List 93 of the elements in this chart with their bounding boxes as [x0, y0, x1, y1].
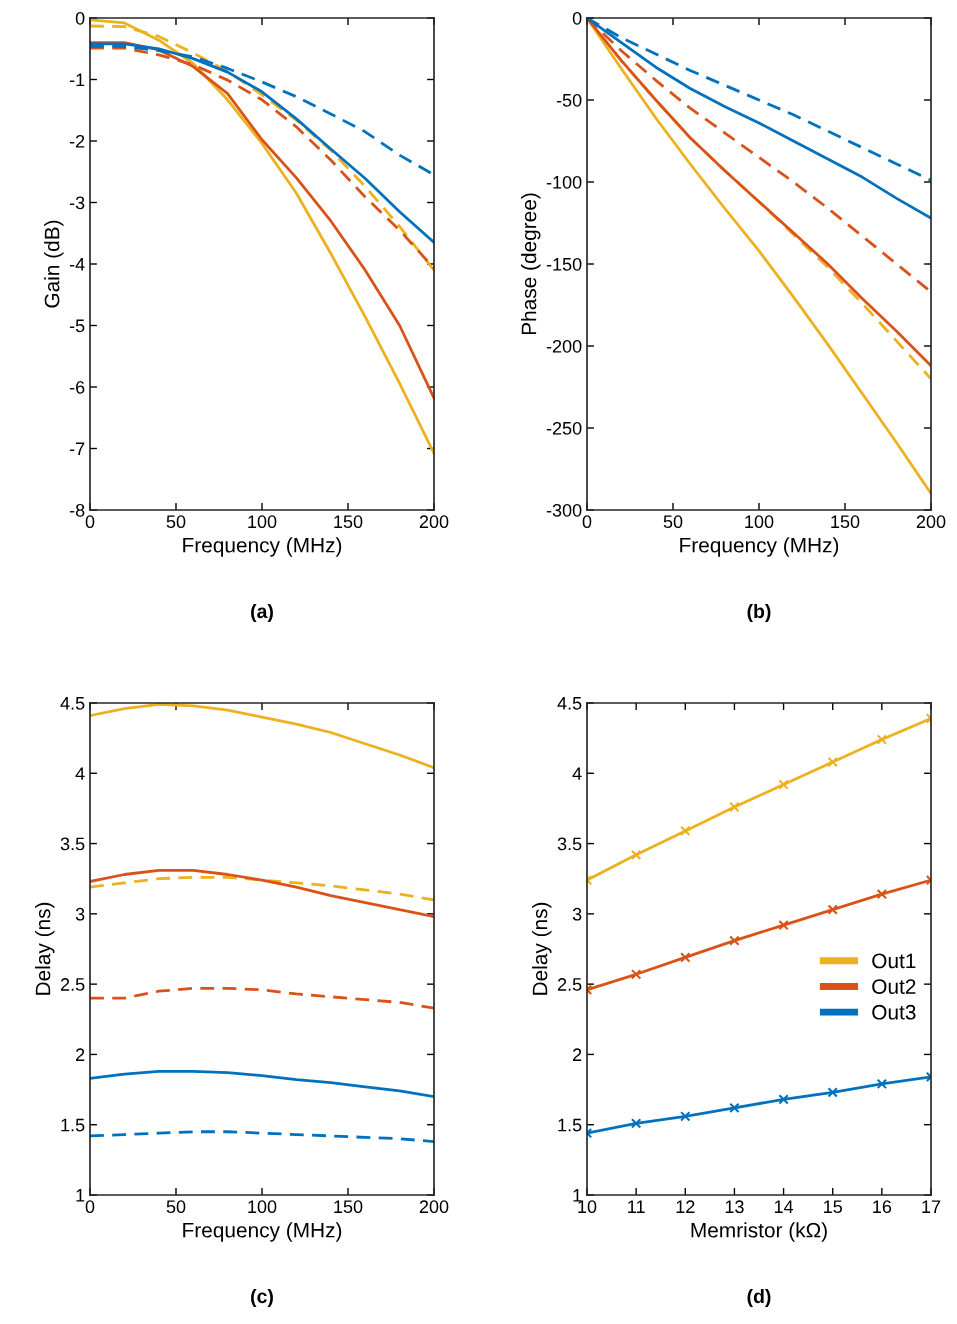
- y-tick-label: 0: [572, 11, 582, 25]
- legend-label: Out1: [872, 953, 916, 969]
- y-axis-title: Phase (degree): [521, 193, 541, 335]
- point: [778, 1094, 789, 1105]
- point: [630, 1118, 642, 1129]
- x-tick-label: 0: [582, 515, 592, 529]
- x-tick-label: 15: [824, 1200, 842, 1214]
- y-tick-label: 3: [75, 907, 85, 921]
- y-tick-label: 2.5: [557, 978, 582, 991]
- y-tick-label: -4: [69, 258, 85, 271]
- y-tick-label: 4.5: [557, 697, 582, 710]
- x-tick-label: 0: [85, 1200, 95, 1214]
- x-tick-label: 16: [873, 1200, 892, 1214]
- x-tick-label: 50: [166, 515, 186, 529]
- y-tick-label: -1: [69, 73, 85, 87]
- y-tick-label: -250: [546, 421, 582, 435]
- x-tick-label: 14: [774, 1200, 794, 1213]
- y-tick-label: -5: [69, 319, 85, 333]
- y-tick-label: -8: [69, 503, 85, 517]
- x-tick-label: 100: [745, 515, 774, 529]
- y-tick-label: -300: [546, 503, 582, 517]
- y-tick-label: 1.5: [61, 1118, 85, 1132]
- y-axis-title: Delay (ns): [532, 902, 552, 995]
- point: [778, 919, 789, 931]
- y-tick-label: 3.5: [60, 837, 85, 851]
- line-series: [90, 875, 434, 902]
- line-series: [90, 1069, 434, 1098]
- point: [729, 801, 740, 813]
- line-series: [90, 1130, 434, 1143]
- point: [729, 1102, 740, 1114]
- y-tick-label: 1.5: [558, 1118, 582, 1132]
- point: [630, 849, 642, 861]
- point: [827, 1087, 838, 1098]
- y-tick-label: 2.5: [60, 978, 85, 991]
- y-tick-label: -150: [546, 257, 582, 271]
- x-tick-label: 100: [248, 1200, 277, 1214]
- point: [778, 779, 789, 790]
- x-axis-title: Memristor (kΩ): [691, 1222, 827, 1242]
- x-axis-title: Frequency (MHz): [183, 1222, 342, 1242]
- x-tick-label: 150: [334, 1200, 363, 1214]
- point: [827, 904, 838, 915]
- point: [876, 1078, 888, 1090]
- y-tick-label: -7: [69, 442, 85, 456]
- point: [827, 756, 838, 768]
- y-tick-label: 0: [75, 11, 85, 25]
- y-tick-label: 3.5: [557, 837, 582, 851]
- x-tick-label: 200: [419, 1200, 449, 1214]
- point: [680, 952, 691, 963]
- text: (b): [747, 603, 771, 623]
- x-tick-label: 200: [916, 515, 946, 529]
- text: (a): [251, 603, 273, 623]
- x-tick-label: 150: [334, 515, 363, 529]
- point: [680, 1111, 691, 1122]
- y-tick-label: 4: [75, 767, 85, 780]
- y-tick-label: -200: [546, 339, 582, 353]
- point: [630, 969, 642, 980]
- x-tick-label: 50: [166, 1200, 186, 1214]
- legend-label: Out2: [872, 979, 916, 994]
- y-tick-label: 2: [76, 1048, 85, 1061]
- y-tick-label: -6: [69, 380, 85, 394]
- point: [729, 935, 740, 946]
- line-series: [90, 986, 434, 1010]
- x-axis-title: Frequency (MHz): [183, 537, 342, 557]
- point: [876, 734, 888, 745]
- y-axis-title: Delay (ns): [35, 902, 55, 995]
- y-axis-title: Gain (dB): [44, 220, 64, 308]
- x-tick-label: 17: [922, 1200, 941, 1213]
- y-tick-label: 3: [572, 907, 582, 921]
- x-tick-label: 10: [578, 1200, 597, 1214]
- y-tick-label: 1: [76, 1189, 85, 1202]
- point: [680, 825, 691, 837]
- y-tick-label: 2: [573, 1048, 582, 1061]
- x-tick-label: 0: [85, 515, 95, 529]
- x-tick-label: 13: [725, 1200, 744, 1214]
- point: [876, 888, 888, 900]
- legend-label: Out3: [872, 1004, 916, 1020]
- y-tick-label: -3: [69, 196, 85, 210]
- text: (c): [251, 1288, 273, 1308]
- x-tick-label: 200: [419, 515, 449, 529]
- x-axis-title: Frequency (MHz): [680, 537, 839, 557]
- line-series: [90, 868, 434, 919]
- x-tick-label: 12: [676, 1200, 695, 1213]
- y-tick-label: -50: [556, 93, 582, 107]
- x-tick-label: 150: [831, 515, 860, 529]
- y-tick-label: 4.5: [60, 697, 85, 710]
- y-tick-label: 4: [572, 767, 582, 780]
- y-tick-label: 1: [573, 1189, 582, 1202]
- y-tick-label: -100: [546, 175, 582, 189]
- x-tick-label: 11: [628, 1200, 645, 1213]
- x-tick-label: 50: [663, 515, 683, 529]
- text: (d): [747, 1288, 771, 1308]
- x-tick-label: 100: [248, 515, 277, 529]
- y-tick-label: -2: [69, 134, 85, 148]
